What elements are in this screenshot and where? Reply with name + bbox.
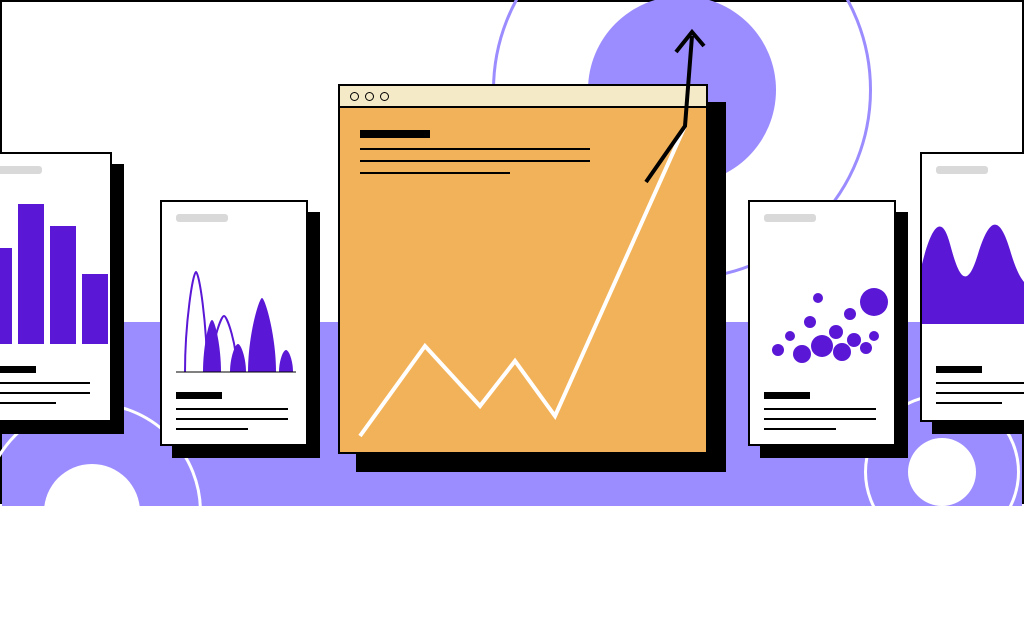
- spectrum-doc: [160, 200, 308, 446]
- text-line-1: [764, 418, 876, 420]
- text-line-2: [176, 428, 248, 430]
- spectrum-doc-chart: [162, 202, 310, 448]
- ring-bottom-right-inner: [908, 438, 976, 506]
- text-line-0: [764, 408, 876, 410]
- bubble-doc: [748, 200, 896, 446]
- text-line-0: [0, 382, 90, 384]
- bubble-doc-chart: [750, 202, 898, 448]
- heading-line: [936, 366, 982, 373]
- ring-bottom-left-inner: [44, 464, 140, 560]
- text-line-1: [936, 392, 1024, 394]
- heading-line: [176, 392, 222, 399]
- text-line-0: [176, 408, 288, 410]
- text-line-2: [936, 402, 1002, 404]
- main-window: [338, 84, 708, 454]
- trend-line-chart: [340, 0, 750, 476]
- text-line-2: [0, 402, 56, 404]
- area-wave-doc: [920, 152, 1024, 422]
- heading-line: [0, 366, 36, 373]
- illustration-canvas: [0, 0, 1024, 504]
- bar-chart-doc: [0, 152, 112, 422]
- text-line-1: [176, 418, 288, 420]
- text-line-0: [936, 382, 1024, 384]
- text-line-1: [0, 392, 90, 394]
- heading-line: [764, 392, 810, 399]
- text-line-2: [764, 428, 836, 430]
